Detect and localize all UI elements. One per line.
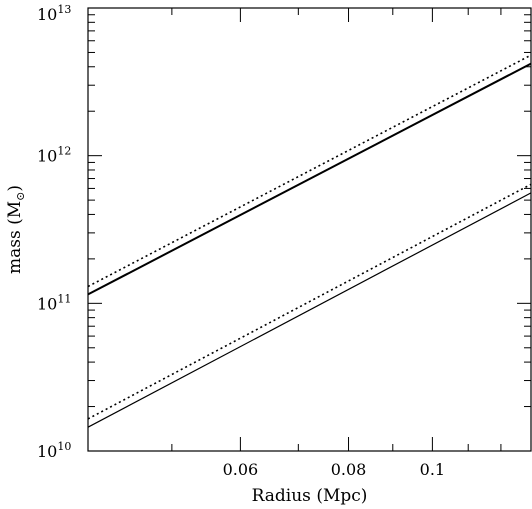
y-tick-label: 1013 xyxy=(37,3,71,24)
series-layer xyxy=(87,54,532,428)
y-tick-label: 1010 xyxy=(37,440,71,461)
series-line-dotted xyxy=(87,54,532,288)
series-line-dotted xyxy=(87,183,532,420)
y-tick-label: 1011 xyxy=(37,292,71,313)
plot-frame xyxy=(87,7,532,452)
labels-layer: 0.06 0.08 0.1 1010 1011 1012 1013 xyxy=(37,3,445,479)
x-tick-label: 0.1 xyxy=(420,460,445,479)
series-line-solid-upper xyxy=(87,62,532,296)
x-tick-label: 0.08 xyxy=(331,460,367,479)
ticks-layer xyxy=(87,7,532,452)
x-tick-label: 0.06 xyxy=(223,460,259,479)
series-line-solid-lower xyxy=(87,192,532,428)
y-axis-title-close: ) xyxy=(5,185,25,192)
y-axis-title: mass (M⊙) xyxy=(5,185,27,274)
y-axis-title-sub: ⊙ xyxy=(14,192,27,201)
x-axis-title: Radius (Mpc) xyxy=(252,486,368,506)
y-tick-label: 1012 xyxy=(37,145,71,166)
y-axis-title-main: mass (M xyxy=(5,201,25,274)
